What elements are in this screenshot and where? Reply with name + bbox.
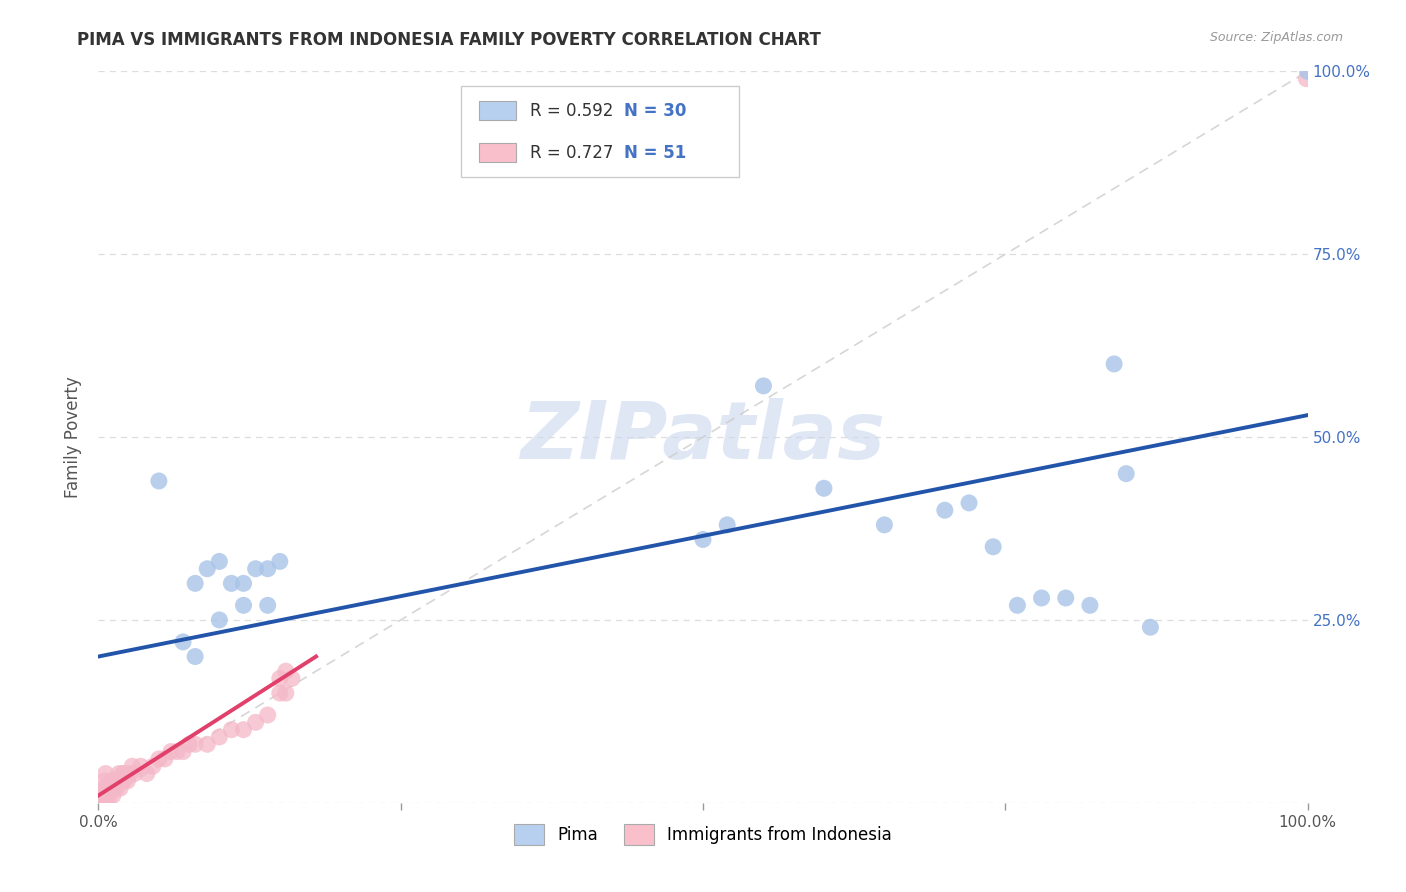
Point [184, 649, 207, 664]
Point [94, 766, 117, 780]
Point [101, 789, 124, 803]
Point [184, 576, 207, 591]
Point [110, 773, 132, 788]
Point [208, 730, 231, 744]
Point [1139, 620, 1161, 634]
Point [195, 562, 218, 576]
Point [1078, 599, 1101, 613]
Text: PIMA VS IMMIGRANTS FROM INDONESIA FAMILY POVERTY CORRELATION CHART: PIMA VS IMMIGRANTS FROM INDONESIA FAMILY… [77, 31, 821, 49]
Point [89, 789, 111, 803]
Point [692, 533, 714, 547]
Point [245, 562, 267, 576]
Point [934, 503, 956, 517]
Point [91, 796, 114, 810]
Text: Source: ZipAtlas.com: Source: ZipAtlas.com [1209, 31, 1343, 45]
FancyBboxPatch shape [461, 86, 740, 178]
Point [184, 737, 207, 751]
Point [89, 796, 111, 810]
Point [274, 686, 297, 700]
Point [195, 737, 218, 751]
Text: R = 0.727: R = 0.727 [530, 144, 613, 161]
Y-axis label: Family Poverty: Family Poverty [65, 376, 83, 498]
Point [100, 773, 122, 788]
Point [269, 686, 291, 700]
Point [221, 576, 243, 591]
Point [208, 554, 231, 568]
Point [90, 789, 112, 803]
Point [256, 708, 278, 723]
Point [97, 796, 120, 810]
Point [100, 781, 122, 796]
Point [160, 745, 183, 759]
Point [232, 723, 254, 737]
Point [107, 773, 129, 788]
Point [1102, 357, 1125, 371]
Point [232, 599, 254, 613]
Point [245, 715, 267, 730]
Bar [479, 101, 516, 120]
Point [142, 759, 165, 773]
Point [108, 781, 131, 796]
Legend: Pima, Immigrants from Indonesia: Pima, Immigrants from Indonesia [506, 816, 900, 853]
Point [716, 517, 738, 532]
Point [1296, 64, 1319, 78]
Point [172, 745, 194, 759]
Bar [479, 144, 516, 162]
Point [281, 672, 304, 686]
Text: N = 30: N = 30 [624, 102, 686, 120]
Point [1031, 591, 1053, 605]
Point [221, 723, 243, 737]
Point [96, 781, 118, 796]
Point [93, 773, 115, 788]
Point [118, 766, 141, 780]
Point [256, 599, 278, 613]
Point [121, 759, 143, 773]
Point [148, 474, 170, 488]
Point [103, 781, 125, 796]
Point [108, 766, 131, 780]
Point [1295, 71, 1317, 86]
Point [981, 540, 1004, 554]
Text: N = 51: N = 51 [624, 144, 686, 161]
Point [104, 773, 127, 788]
Text: ZIPatlas: ZIPatlas [520, 398, 886, 476]
Point [124, 766, 146, 780]
Point [1115, 467, 1137, 481]
Point [269, 672, 291, 686]
Point [179, 737, 201, 751]
Point [129, 759, 152, 773]
Point [166, 745, 188, 759]
Point [91, 781, 114, 796]
Point [1007, 599, 1029, 613]
Point [813, 481, 835, 495]
Point [274, 664, 297, 678]
Point [1054, 591, 1077, 605]
Point [172, 635, 194, 649]
Point [232, 576, 254, 591]
Point [269, 554, 291, 568]
Point [957, 496, 980, 510]
Point [94, 789, 117, 803]
Point [752, 379, 775, 393]
Point [153, 752, 176, 766]
Point [105, 781, 128, 796]
Point [148, 752, 170, 766]
Point [873, 517, 896, 532]
Point [135, 766, 157, 780]
Point [114, 766, 136, 780]
Point [112, 773, 135, 788]
Point [98, 789, 121, 803]
Point [117, 773, 139, 788]
Text: R = 0.592: R = 0.592 [530, 102, 613, 120]
Point [256, 562, 278, 576]
Point [111, 766, 134, 780]
Point [93, 789, 115, 803]
Point [208, 613, 231, 627]
